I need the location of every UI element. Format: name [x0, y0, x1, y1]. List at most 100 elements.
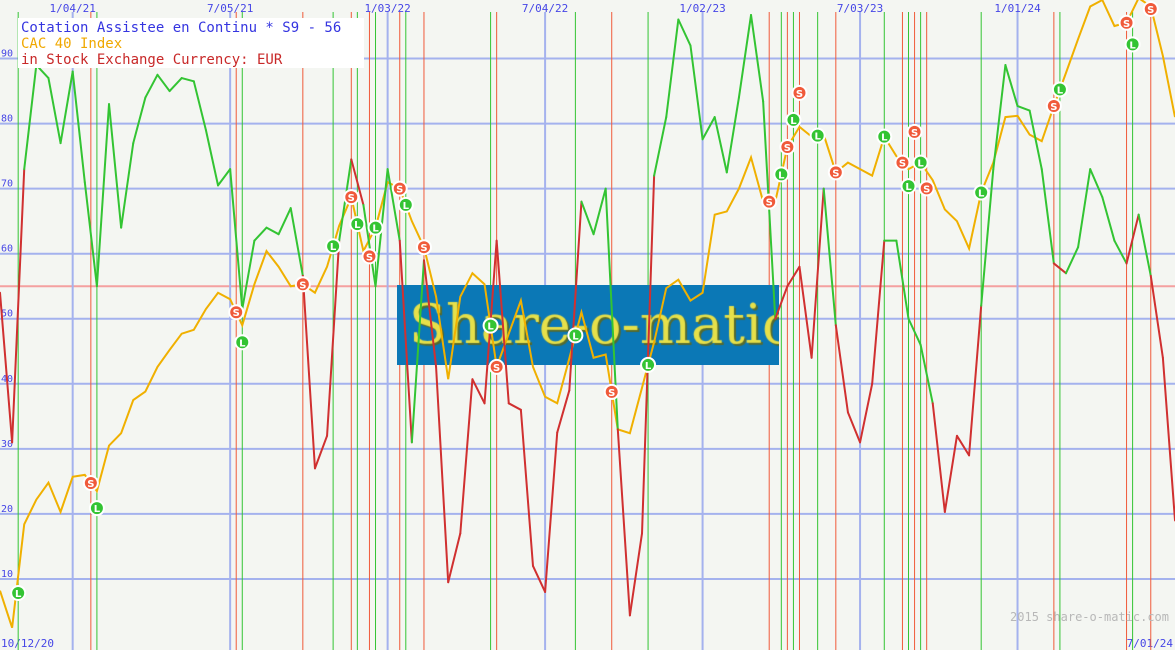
long-signal-marker: L: [10, 585, 27, 602]
signal-marker-label: L: [778, 170, 785, 181]
long-signal-marker: L: [900, 178, 917, 195]
signal-marker-label: S: [493, 363, 500, 374]
stock-line-segment: [1064, 246, 1080, 275]
stock-line-segment: [895, 239, 910, 320]
signal-marker-circle: [367, 219, 384, 236]
stock-line-segment: [616, 428, 631, 617]
stock-line-segment: [471, 378, 486, 405]
stock-line-segment: [846, 411, 862, 444]
stock-line-segment: [507, 402, 522, 411]
stock-line-segment: [689, 44, 704, 141]
signal-marker-circle: [88, 500, 105, 517]
stock-line-segment: [435, 365, 450, 584]
stock-line-segment: [859, 382, 874, 444]
stock-line-segment: [1089, 168, 1104, 199]
long-signal-marker: L: [397, 196, 414, 213]
signal-marker-circle: [391, 180, 408, 197]
stock-line-segment: [326, 239, 341, 437]
stock-line-segment: [120, 142, 135, 229]
x-tick-label: 1/03/22: [364, 2, 410, 15]
stock-line-segment: [810, 187, 825, 359]
signal-marker-circle: [900, 178, 917, 195]
signal-marker-circle: [876, 128, 893, 145]
signal-marker-label: S: [87, 479, 94, 490]
long-signal-marker: L: [567, 327, 584, 344]
stock-line-segment: [47, 77, 62, 145]
x-end-label: 7/01/24: [1127, 637, 1174, 650]
stock-line-segment: [422, 259, 438, 368]
stock-line-segment: [907, 317, 922, 346]
stock-line-segment: [362, 203, 377, 288]
short-signal-marker: S: [1118, 14, 1135, 31]
stock-line-segment: [398, 239, 413, 444]
stock-line-segment: [871, 239, 886, 385]
stock-line-segment: [386, 168, 401, 242]
stock-line-segment: [447, 532, 462, 584]
legend-currency: in Stock Exchange Currency: EUR: [21, 52, 283, 68]
y-tick-label: 30: [1, 439, 13, 450]
stock-line-segment: [750, 13, 765, 103]
stock-line-segment: [980, 168, 995, 307]
short-signal-marker: S: [1045, 98, 1062, 115]
copyright: 2015 share-o-matic.com: [1010, 610, 1169, 624]
stock-line-segment: [592, 187, 607, 236]
stock-line-segment: [253, 226, 268, 242]
stock-line-segment: [1125, 213, 1140, 265]
signal-marker-label: L: [403, 201, 410, 212]
long-signal-marker: L: [1051, 81, 1068, 98]
stock-line-segment: [774, 285, 789, 320]
signal-marker-label: S: [1050, 102, 1057, 113]
x-tick-label: 7/04/22: [522, 2, 568, 15]
stock-line-segment: [786, 265, 801, 288]
signal-marker-circle: [791, 84, 808, 101]
signal-marker-circle: [1142, 1, 1159, 17]
stock-line-segment: [83, 181, 98, 288]
stock-line-segment: [568, 200, 583, 392]
signal-marker-label: S: [832, 168, 839, 179]
signal-marker-circle: [82, 475, 99, 491]
signal-marker-label: S: [1123, 19, 1130, 30]
stock-line-segment: [641, 174, 656, 535]
signal-marker-label: S: [396, 185, 403, 196]
signal-marker-label: L: [814, 132, 821, 143]
stock-line-segment: [1161, 356, 1175, 522]
short-signal-marker: S: [294, 276, 311, 293]
signal-marker-label: S: [299, 280, 306, 291]
signal-marker-label: S: [899, 159, 906, 170]
stock-line-segment: [180, 77, 195, 83]
stock-line-segment: [192, 80, 207, 132]
long-signal-marker: L: [785, 111, 802, 128]
stock-line-segment: [95, 103, 111, 288]
stock-line-segment: [132, 96, 147, 145]
stock-line-segment: [108, 103, 123, 229]
signal-marker-circle: [228, 304, 245, 321]
long-signal-marker: L: [640, 356, 657, 373]
stock-line-segment: [943, 434, 958, 513]
short-signal-marker: S: [82, 475, 99, 491]
signal-marker-label: S: [784, 143, 791, 154]
stock-line-segment: [822, 187, 837, 327]
signal-marker-circle: [912, 154, 929, 171]
long-signal-marker: L: [912, 154, 929, 171]
stock-line-segment: [737, 13, 753, 99]
y-tick-label: 50: [1, 309, 13, 320]
stock-line-segment: [544, 431, 559, 593]
signal-marker-label: L: [372, 224, 379, 235]
signal-marker-label: S: [420, 243, 427, 254]
signal-marker-circle: [809, 127, 826, 144]
signal-marker-label: L: [645, 361, 652, 372]
stock-line-segment: [798, 265, 813, 359]
stock-line-segment: [713, 116, 728, 174]
stock-line-segment: [1016, 105, 1031, 112]
stock-line-segment: [459, 378, 474, 535]
stock-line-segment: [1113, 239, 1128, 265]
signal-marker-circle: [894, 154, 911, 171]
long-signal-marker: L: [234, 334, 251, 351]
stock-line-segment: [11, 168, 26, 444]
y-tick-label: 90: [1, 49, 13, 60]
signal-marker-label: L: [917, 159, 924, 170]
signal-marker-circle: [779, 139, 796, 156]
signal-marker-label: S: [923, 184, 930, 195]
